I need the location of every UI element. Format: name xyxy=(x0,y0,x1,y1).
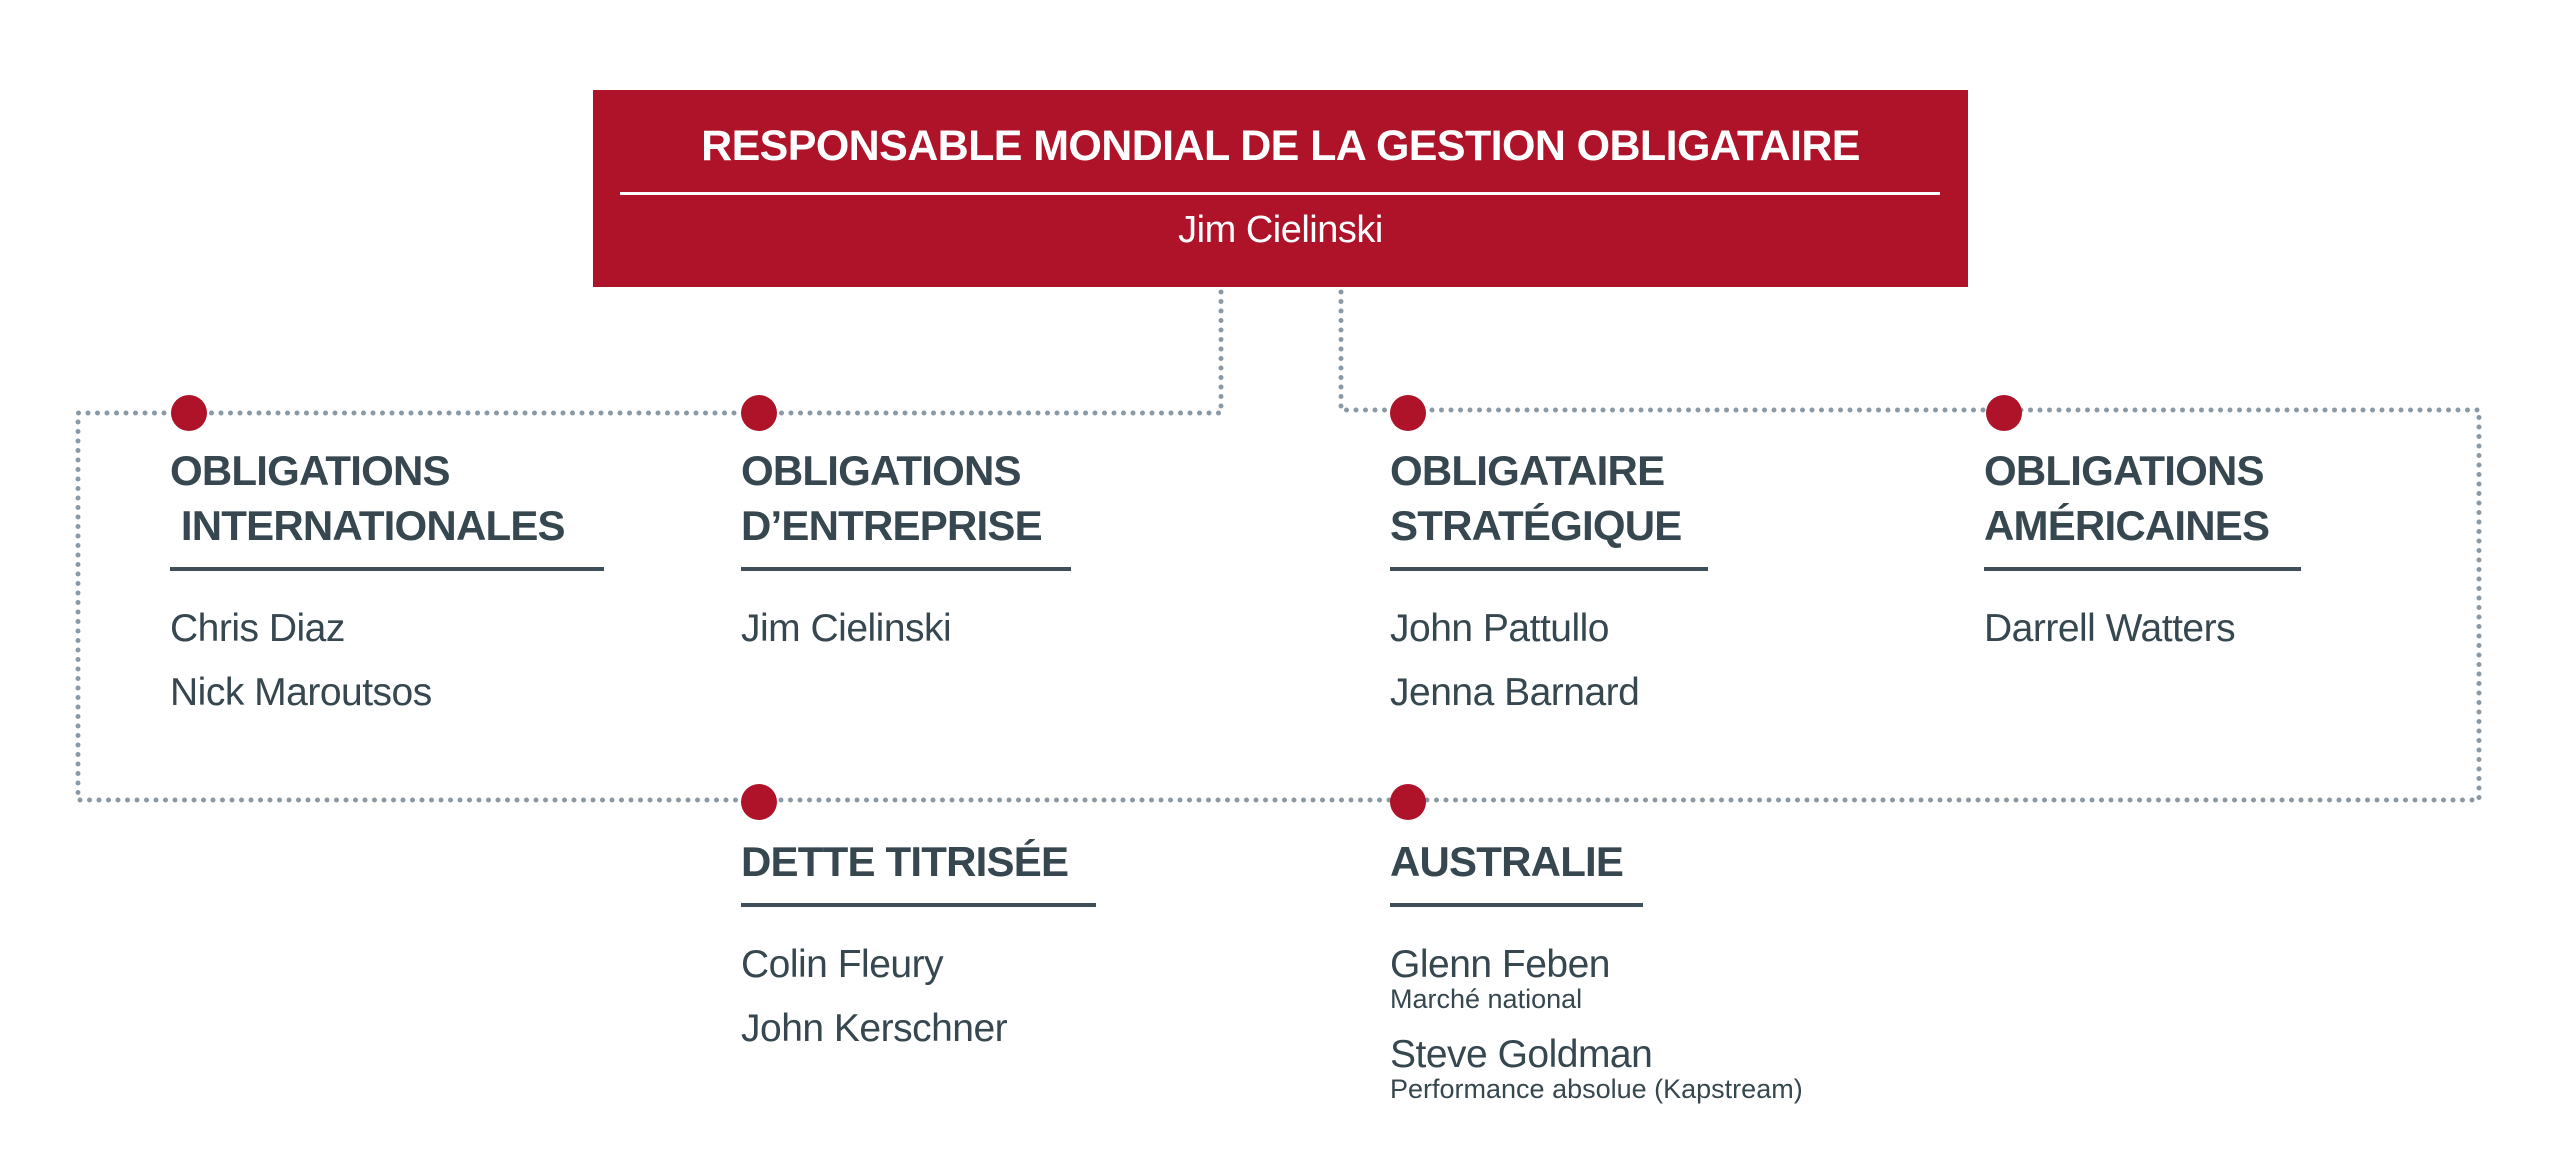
connector-right xyxy=(756,289,2482,803)
unit-title: OBLIGATIONS D’ENTREPRISE xyxy=(741,447,1043,549)
person-name: John Kerschner xyxy=(741,1007,1008,1050)
head-name: Jim Cielinski xyxy=(1178,209,1383,251)
head-box xyxy=(593,90,1968,287)
person-role: Performance absolue (Kapstream) xyxy=(1390,1074,1803,1104)
head-divider xyxy=(620,192,1940,195)
person-name: Chris Diaz xyxy=(170,607,345,650)
person-name: Darrell Watters xyxy=(1984,607,2236,650)
unit-obligataire-strategique: OBLIGATAIRE STRATÉGIQUE John Pattullo Je… xyxy=(1390,443,1708,725)
unit-australie: AUSTRALIE Glenn Feben Marché national St… xyxy=(1390,834,1803,1113)
node-dot xyxy=(171,395,207,431)
node-dot xyxy=(741,784,777,820)
unit-title: AUSTRALIE xyxy=(1390,838,1624,885)
head-title: RESPONSABLE MONDIAL DE LA GESTION OBLIGA… xyxy=(701,122,1860,170)
unit-title: OBLIGATIONS AMÉRICAINES xyxy=(1984,447,2270,549)
unit-title: OBLIGATAIRE STRATÉGIQUE xyxy=(1390,447,1682,549)
unit-divider xyxy=(741,903,1096,907)
unit-title: DETTE TITRISÉE xyxy=(741,838,1069,885)
person-name: Nick Maroutsos xyxy=(170,671,432,714)
node-dot xyxy=(1390,784,1426,820)
unit-obligations-internationales: OBLIGATIONS INTERNATIONALES Chris Diaz N… xyxy=(170,443,604,725)
unit-obligations-americaines: OBLIGATIONS AMÉRICAINES Darrell Watters xyxy=(1984,443,2301,661)
node-dot xyxy=(1986,395,2022,431)
person-name: Steve Goldman xyxy=(1390,1033,1653,1076)
person-name: Colin Fleury xyxy=(741,943,944,986)
unit-obligations-entreprise: OBLIGATIONS D’ENTREPRISE Jim Cielinski xyxy=(741,443,1071,661)
unit-divider xyxy=(1984,567,2301,571)
node-dot xyxy=(1390,395,1426,431)
person-name: John Pattullo xyxy=(1390,607,1610,650)
unit-divider xyxy=(741,567,1071,571)
person-name: Glenn Feben xyxy=(1390,943,1610,986)
unit-divider xyxy=(1390,903,1643,907)
person-name: Jim Cielinski xyxy=(741,607,952,650)
connector-left xyxy=(75,289,1224,803)
unit-divider xyxy=(170,567,604,571)
person-role: Marché national xyxy=(1390,984,1583,1014)
unit-dette-titrisee: DETTE TITRISÉE Colin Fleury John Kerschn… xyxy=(741,834,1096,1061)
unit-title: OBLIGATIONS INTERNATIONALES xyxy=(170,447,566,549)
person-name: Jenna Barnard xyxy=(1390,671,1640,714)
node-dot xyxy=(741,395,777,431)
unit-divider xyxy=(1390,567,1708,571)
